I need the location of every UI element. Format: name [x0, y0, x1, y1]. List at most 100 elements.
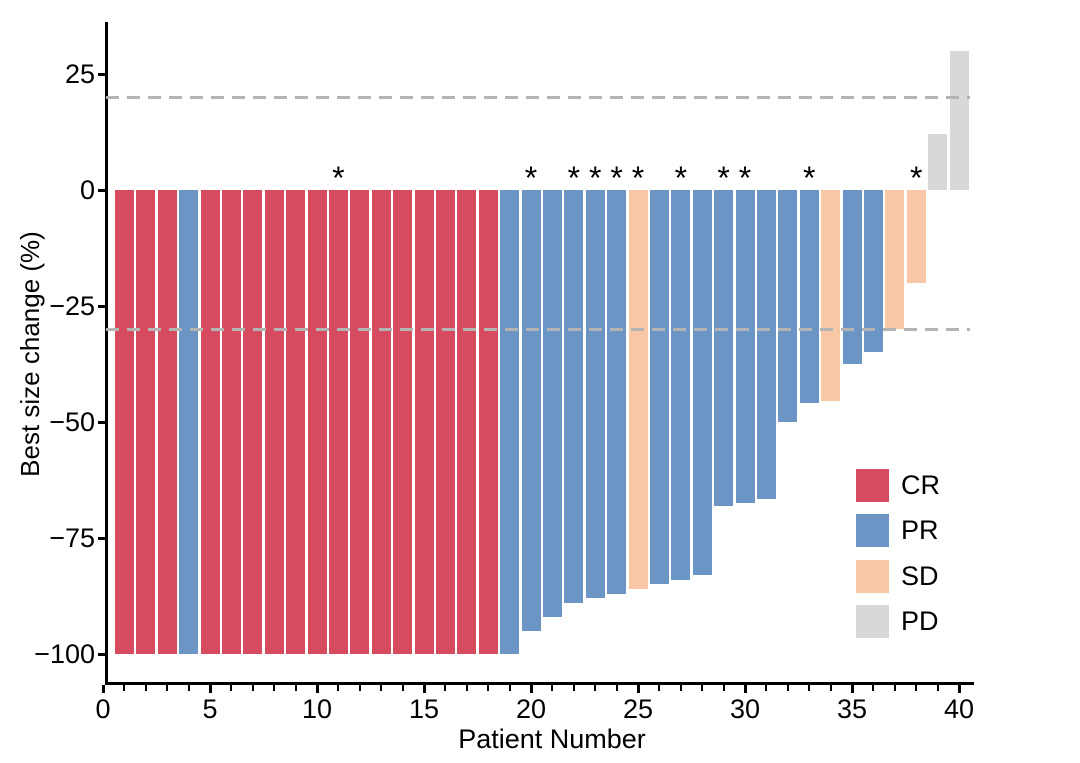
x-minor-tick [829, 685, 832, 691]
bar-patient-28 [692, 190, 712, 576]
bar-patient-21 [542, 190, 562, 617]
x-minor-tick [487, 685, 490, 691]
bar-patient-32 [778, 190, 798, 422]
x-tick-label: 30 [729, 694, 761, 724]
y-tick-label: −100 [34, 639, 95, 669]
x-minor-tick [380, 685, 383, 691]
y-tick [98, 653, 105, 656]
bar-patient-13 [371, 190, 391, 654]
x-minor-tick [444, 685, 447, 691]
significance-asterisk: * [738, 160, 752, 196]
bar-patient-16 [435, 190, 455, 654]
x-tick-label: 25 [622, 694, 654, 724]
bar-patient-9 [286, 190, 306, 654]
x-minor-tick [465, 685, 468, 691]
x-minor-tick [701, 685, 704, 691]
x-minor-tick [123, 685, 126, 691]
x-tick-label: 35 [836, 694, 868, 724]
x-minor-tick [808, 685, 811, 691]
x-minor-tick [786, 685, 789, 691]
bar-patient-2 [136, 190, 156, 654]
x-tick-label: 10 [301, 694, 333, 724]
x-minor-tick [358, 685, 361, 691]
x-major-tick [316, 685, 319, 693]
significance-asterisk: * [524, 160, 538, 196]
bar-patient-6 [221, 190, 241, 654]
significance-asterisk: * [631, 160, 645, 196]
bar-patient-15 [414, 190, 434, 654]
bar-patient-29 [714, 190, 734, 506]
x-minor-tick [144, 685, 147, 691]
x-tick-label: 0 [95, 694, 111, 724]
significance-asterisk: * [332, 160, 345, 196]
bar-patient-26 [649, 190, 669, 585]
x-minor-tick [294, 685, 297, 691]
significance-asterisk: * [567, 160, 581, 196]
x-axis-title: Patient Number [458, 724, 646, 754]
bar-patient-14 [393, 190, 413, 654]
significance-asterisk: * [588, 160, 602, 196]
x-minor-tick [551, 685, 554, 691]
legend-label-cr: CR [901, 470, 940, 500]
bar-patient-36 [863, 190, 883, 353]
significance-asterisk: * [909, 160, 923, 196]
x-major-tick [423, 685, 426, 693]
y-tick [98, 537, 105, 540]
y-tick-label: −50 [49, 407, 95, 437]
x-major-tick [744, 685, 747, 693]
x-minor-tick [594, 685, 597, 691]
y-tick [98, 305, 105, 308]
x-major-tick [637, 685, 640, 693]
bar-patient-7 [243, 190, 263, 654]
bar-patient-12 [350, 190, 370, 654]
bar-patient-24 [607, 190, 627, 594]
x-minor-tick [615, 685, 618, 691]
bar-patient-19 [500, 190, 520, 654]
x-minor-tick [166, 685, 169, 691]
y-tick [98, 189, 105, 192]
x-minor-tick [508, 685, 511, 691]
bar-patient-37 [885, 190, 905, 330]
x-axis-line [105, 682, 974, 685]
bar-patient-18 [478, 190, 498, 654]
x-minor-tick [765, 685, 768, 691]
bar-patient-35 [842, 190, 862, 364]
legend-swatch-pd [856, 605, 889, 638]
legend-label-sd: SD [901, 561, 939, 591]
bar-patient-11 [328, 190, 348, 654]
bar-patient-20 [521, 190, 541, 631]
y-tick [98, 73, 105, 76]
x-minor-tick [872, 685, 875, 691]
bar-patient-10 [307, 190, 327, 654]
y-axis-line [105, 22, 108, 685]
significance-asterisk: * [674, 160, 688, 196]
dashed-response-threshold-line [106, 327, 970, 331]
x-minor-tick [936, 685, 939, 691]
significance-asterisk: * [802, 160, 816, 196]
bar-patient-17 [457, 190, 477, 654]
x-minor-tick [230, 685, 233, 691]
x-minor-tick [658, 685, 661, 691]
x-minor-tick [893, 685, 896, 691]
x-major-tick [209, 685, 212, 693]
bar-patient-3 [157, 190, 177, 654]
x-tick-label: 20 [515, 694, 547, 724]
bar-patient-5 [200, 190, 220, 654]
x-major-tick [530, 685, 533, 693]
significance-asterisk: * [717, 160, 730, 196]
significance-asterisk: * [610, 160, 623, 196]
legend-swatch-cr [856, 469, 889, 502]
legend-label-pd: PD [901, 606, 939, 636]
x-major-tick [851, 685, 854, 693]
y-tick [98, 421, 105, 424]
x-tick-label: 15 [408, 694, 440, 724]
x-minor-tick [915, 685, 918, 691]
bar-patient-1 [114, 190, 134, 654]
bar-patient-40 [949, 50, 969, 190]
bar-patient-22 [564, 190, 584, 603]
y-tick-label: 0 [79, 175, 95, 205]
y-tick-label: −75 [49, 523, 95, 553]
bar-patient-4 [179, 190, 199, 654]
